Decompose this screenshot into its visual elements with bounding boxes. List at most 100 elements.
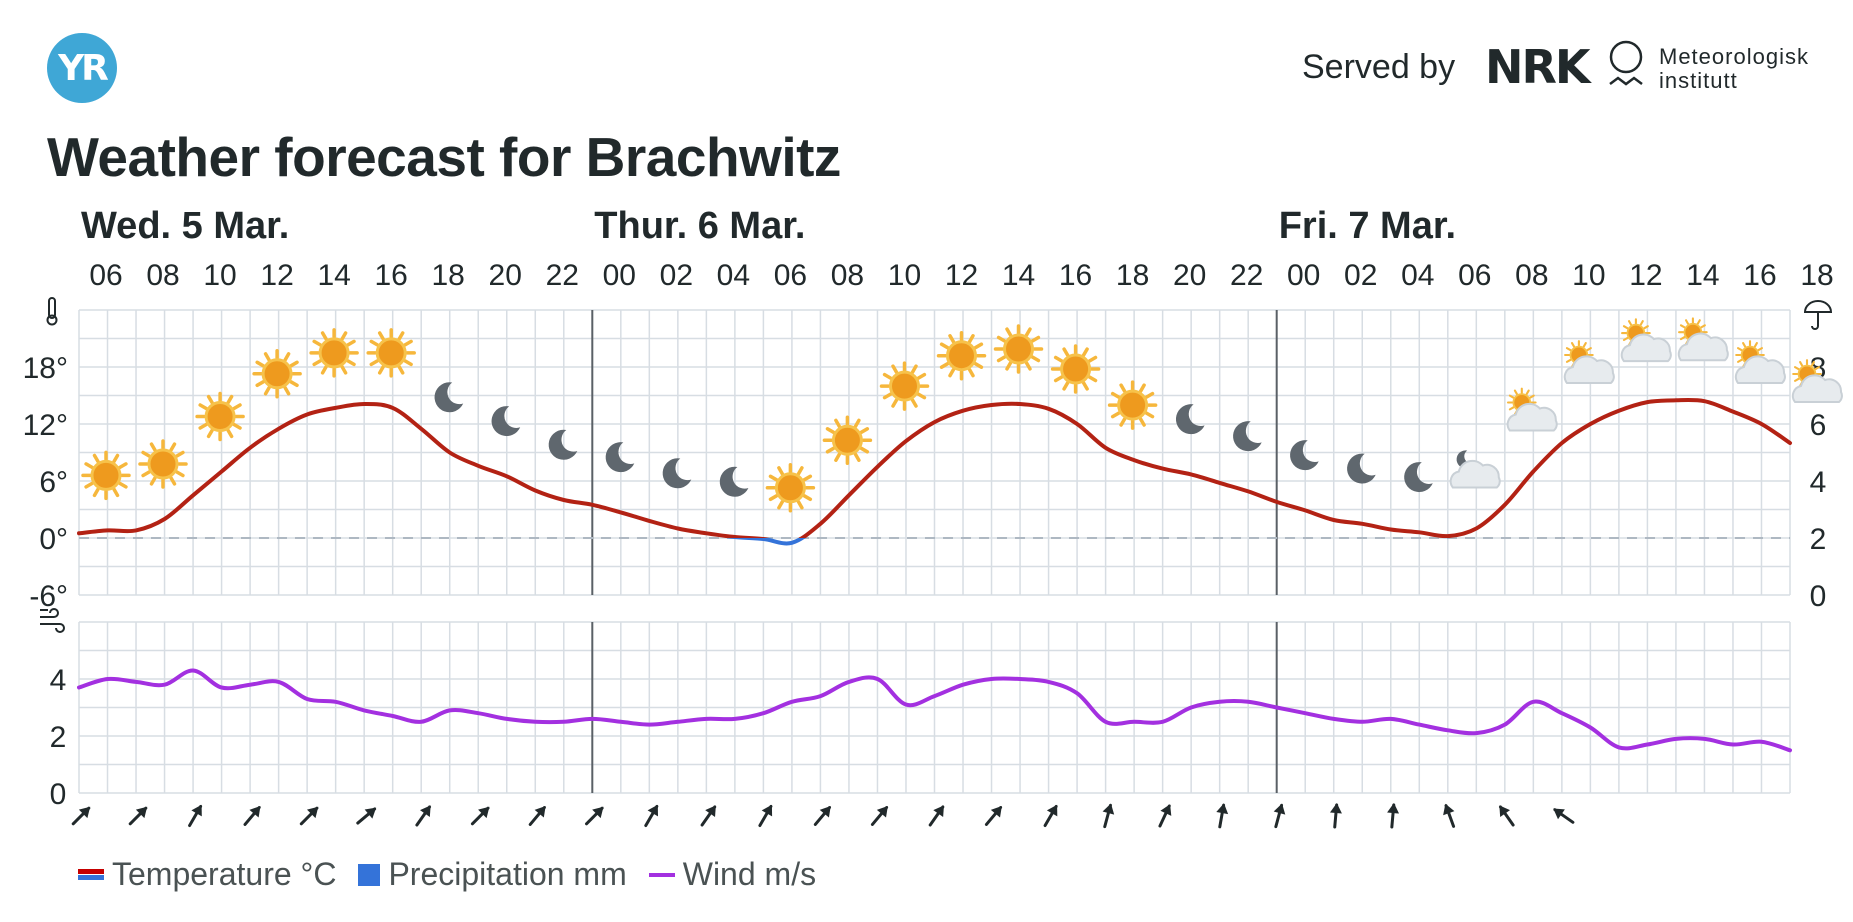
x-tick-label: 16 — [1743, 259, 1776, 292]
weather-cloud-moon-icon — [1449, 450, 1501, 489]
weather-sun-icon — [138, 439, 188, 489]
sun-ray — [825, 446, 836, 454]
sun-ray — [1513, 389, 1519, 396]
wind-direction-arrow — [356, 807, 377, 825]
x-tick-label: 00 — [1287, 259, 1320, 292]
wind-direction-arrow — [1216, 803, 1229, 829]
legend-precipitation-label: Precipitation mm — [388, 856, 627, 892]
sun-ray — [1582, 341, 1587, 348]
sun-ray — [1639, 320, 1644, 326]
sun-ray — [967, 334, 975, 344]
x-tick-label: 20 — [1173, 259, 1206, 292]
sun-ray — [226, 394, 234, 405]
weather-sun-icon — [1107, 380, 1158, 430]
sun-ray — [891, 398, 899, 408]
day-label-0: Wed. 5 Mar. — [81, 205, 289, 247]
sun-ray — [834, 418, 842, 429]
sun-ray — [1087, 355, 1098, 363]
sun-ray — [777, 466, 785, 476]
sun-ray — [853, 418, 861, 429]
y-tick-wind: 4 — [50, 664, 67, 697]
wind-stroke-2 — [40, 623, 65, 633]
sun-ray — [1119, 383, 1127, 393]
sun-ray — [1053, 355, 1064, 363]
sun-ray — [910, 398, 918, 408]
wind-direction-arrow — [758, 804, 773, 828]
sun-disc — [90, 459, 122, 491]
sun-ray — [141, 470, 151, 478]
legend-temperature: Temperature °C — [78, 856, 336, 893]
day-label-2: Fri. 7 Mar. — [1279, 205, 1456, 247]
sun-ray — [263, 352, 271, 362]
sun-ray — [939, 361, 950, 369]
sun-ray — [1757, 347, 1764, 352]
moon-shape — [491, 406, 521, 437]
arrow-head — [135, 806, 148, 819]
sun-ray — [1138, 383, 1146, 393]
sun-ray — [1087, 375, 1098, 383]
wind-direction-arrow — [1273, 803, 1286, 829]
sun-ray — [1622, 325, 1629, 330]
x-tick-label: 18 — [1116, 259, 1149, 292]
wind-direction-arrow — [644, 804, 659, 828]
weather-sun-icon — [366, 328, 416, 378]
sun-ray — [118, 481, 128, 489]
x-tick-label: 08 — [831, 259, 864, 292]
x-tick-label: 00 — [603, 259, 636, 292]
sun-ray — [1508, 406, 1515, 411]
sun-disc — [831, 424, 863, 456]
weather-moon-icon — [548, 429, 578, 460]
sun-ray — [312, 359, 322, 367]
sun-disc — [375, 337, 407, 369]
x-tick-label: 10 — [1572, 259, 1605, 292]
moon-shape — [1175, 404, 1205, 435]
x-tick-label: 06 — [774, 259, 807, 292]
forecast-chart: Wed. 5 Mar. Thur. 6 Mar. Fri. 7 Mar.06 08 10… — [23, 205, 1843, 829]
sun-ray — [1565, 347, 1572, 352]
wind-direction-arrow — [1498, 805, 1515, 827]
sun-ray — [226, 428, 234, 439]
met-institute-name[interactable]: Meteorologisk institutt — [1659, 45, 1809, 93]
x-tick-label: 02 — [660, 259, 693, 292]
wind-direction-arrow — [1329, 803, 1342, 829]
nrk-logo[interactable]: NRK — [1485, 40, 1591, 94]
arrow-head — [1443, 803, 1455, 816]
sun-ray — [1119, 417, 1127, 427]
wind-direction-arrow — [984, 806, 1003, 826]
sun-ray — [149, 442, 157, 452]
temperature-grid — [78, 309, 1791, 596]
sun-ray — [255, 380, 265, 388]
y-tick-precipitation: 2 — [1810, 523, 1827, 556]
weather-cloud-sun-icon — [1791, 359, 1843, 403]
weather-moon-icon — [1347, 453, 1376, 484]
wind-direction-arrow — [299, 806, 319, 826]
umbrella-canopy — [1803, 300, 1833, 313]
arrow-head — [761, 804, 773, 817]
yr-logo[interactable]: YR — [47, 33, 117, 103]
sun-ray — [403, 339, 413, 347]
temperature-line — [77, 397, 1792, 538]
arrow-head — [1387, 803, 1400, 814]
weather-moon-icon — [1290, 440, 1319, 471]
sun-ray — [198, 403, 208, 411]
cloud-shape — [1563, 355, 1615, 384]
sun-ray — [996, 355, 1007, 363]
weather-moon-icon — [662, 458, 692, 489]
wind-direction-arrow — [1553, 808, 1575, 824]
sun-ray — [948, 334, 956, 344]
arrow-head — [478, 806, 490, 819]
arrow-head — [592, 806, 604, 819]
sun-ray — [1679, 335, 1686, 341]
umbrella-handle — [1811, 312, 1819, 330]
legend-wind: Wind m/s — [648, 856, 816, 893]
wind-direction-arrow — [243, 806, 261, 826]
x-tick-label: 04 — [1401, 259, 1434, 292]
weather-moon-icon — [719, 466, 749, 497]
sun-ray — [206, 394, 214, 405]
weather-sun-icon — [765, 463, 816, 513]
thermometer-bulb — [46, 314, 58, 326]
x-tick-label: 14 — [1002, 259, 1035, 292]
weather-cloud-sun-icon — [1677, 317, 1729, 362]
wind-grid — [78, 621, 1791, 794]
met-line-2: institutt — [1659, 68, 1738, 93]
